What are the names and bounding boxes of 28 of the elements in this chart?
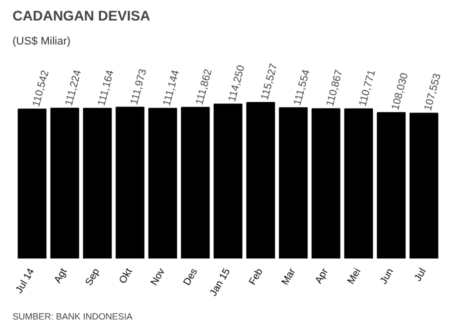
data-label: 111,224 (62, 68, 84, 108)
data-label: 110,542 (30, 68, 52, 108)
data-label: 115,527 (258, 62, 280, 102)
x-tick-label: Apr (313, 266, 332, 286)
data-label: 111,973 (128, 68, 150, 106)
data-label: 111,164 (96, 68, 117, 108)
x-tick-label: Jun (378, 266, 396, 286)
x-tick-label: Mar (280, 266, 298, 288)
data-label: 110,867 (324, 68, 346, 108)
x-tick-label: Mei (346, 266, 364, 286)
x-tick-label: Jan 15 (208, 266, 233, 298)
data-label: 111,862 (194, 68, 215, 106)
x-tick-label: Okt (118, 266, 135, 286)
x-tick-label: Jul (412, 266, 429, 284)
data-label: 108,030 (389, 71, 411, 112)
data-label: 107,553 (422, 72, 444, 112)
x-tick-label: Agt (52, 266, 70, 286)
chart-title: CADANGAN DEVISA (12, 8, 150, 24)
data-label: 111,554 (291, 68, 313, 107)
data-label: 110,771 (356, 68, 378, 108)
text: SUMBER: BANK INDONESIA (12, 312, 133, 322)
x-tick-label: Jul 14 (14, 266, 38, 296)
chart-subtitle: (US$ Miliar) (12, 36, 71, 48)
data-label: 111,144 (160, 68, 182, 108)
data-label: 114,250 (226, 64, 248, 103)
x-tick-label: Feb (247, 266, 266, 288)
x-tick-label: Sep (84, 266, 102, 288)
x-tick-label: Des (182, 266, 200, 288)
